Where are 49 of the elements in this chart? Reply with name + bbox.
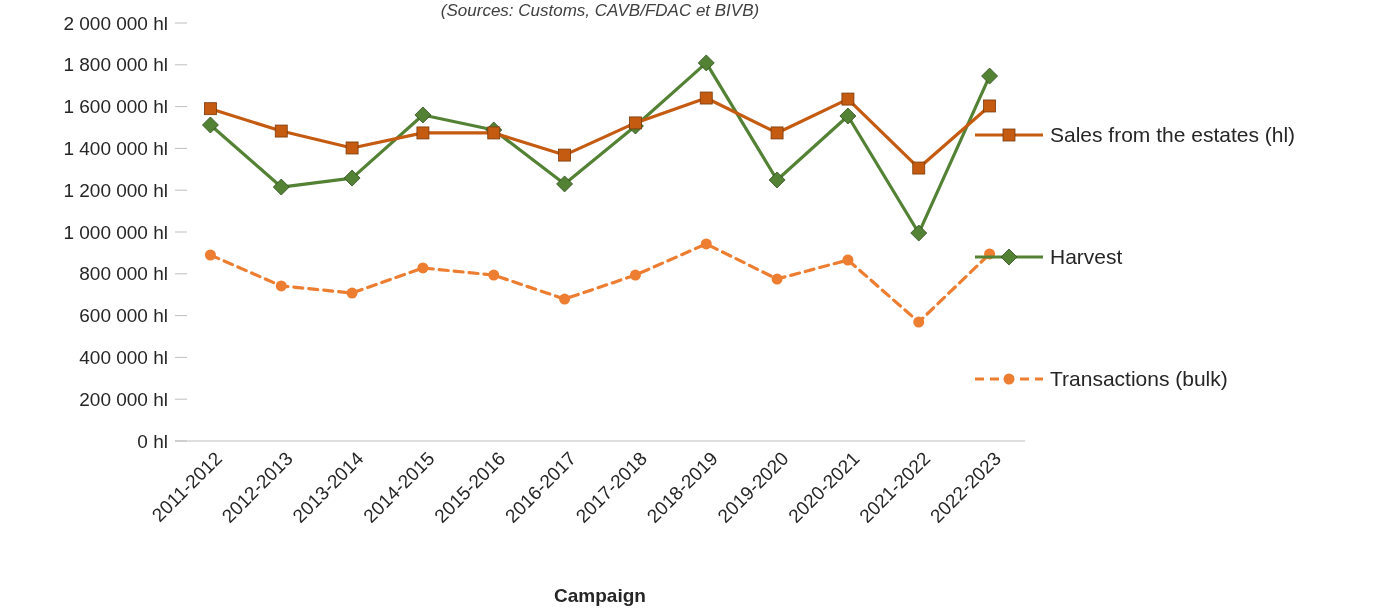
point <box>343 169 361 187</box>
point <box>272 178 290 196</box>
point <box>841 92 855 106</box>
point <box>202 116 219 134</box>
chart-subtitle: (Sources: Customs, CAVB/FDAC et BIVB) <box>440 1 760 20</box>
point <box>556 175 573 193</box>
y-tick-label: 1 200 000 hl <box>63 179 168 201</box>
point <box>839 107 857 125</box>
point <box>274 124 288 138</box>
point <box>558 148 571 162</box>
point <box>981 67 998 85</box>
point <box>346 287 358 299</box>
point <box>275 280 287 292</box>
point <box>204 102 217 116</box>
y-tick-label: 800 000 hl <box>79 263 168 285</box>
point <box>912 161 926 175</box>
y-tick-label: 1 800 000 hl <box>63 54 168 76</box>
point <box>910 224 928 242</box>
point <box>768 171 786 189</box>
legend-label: Harvest <box>1050 245 1123 269</box>
x-axis-title: Campaign <box>554 585 646 606</box>
y-tick-label: 400 000 hl <box>79 347 168 369</box>
point <box>417 262 429 274</box>
y-tick-label: 2 000 000 hl <box>63 12 168 34</box>
point <box>983 99 996 113</box>
y-tick-label: 200 000 hl <box>79 388 168 410</box>
point <box>842 254 854 266</box>
point <box>414 106 432 124</box>
y-tick-label: 0 hl <box>137 430 168 452</box>
point <box>416 126 430 140</box>
point <box>699 91 713 105</box>
point <box>770 126 784 140</box>
legend-label: Sales from the estates (hl) <box>1050 123 1296 147</box>
legend-label: Transactions (bulk) <box>1050 367 1228 391</box>
point <box>488 269 500 281</box>
point <box>487 126 501 140</box>
point <box>771 273 783 285</box>
point <box>345 141 359 155</box>
y-tick-label: 600 000 hl <box>79 305 168 327</box>
y-tick-label: 1 400 000 hl <box>63 138 168 160</box>
point <box>913 316 925 328</box>
point <box>559 293 571 305</box>
point <box>697 54 715 72</box>
point <box>629 116 642 130</box>
y-tick-label: 1 600 000 hl <box>63 96 168 118</box>
point <box>629 269 641 281</box>
y-tick-label: 1 000 000 hl <box>63 221 168 243</box>
point <box>700 238 712 250</box>
point <box>204 249 216 261</box>
